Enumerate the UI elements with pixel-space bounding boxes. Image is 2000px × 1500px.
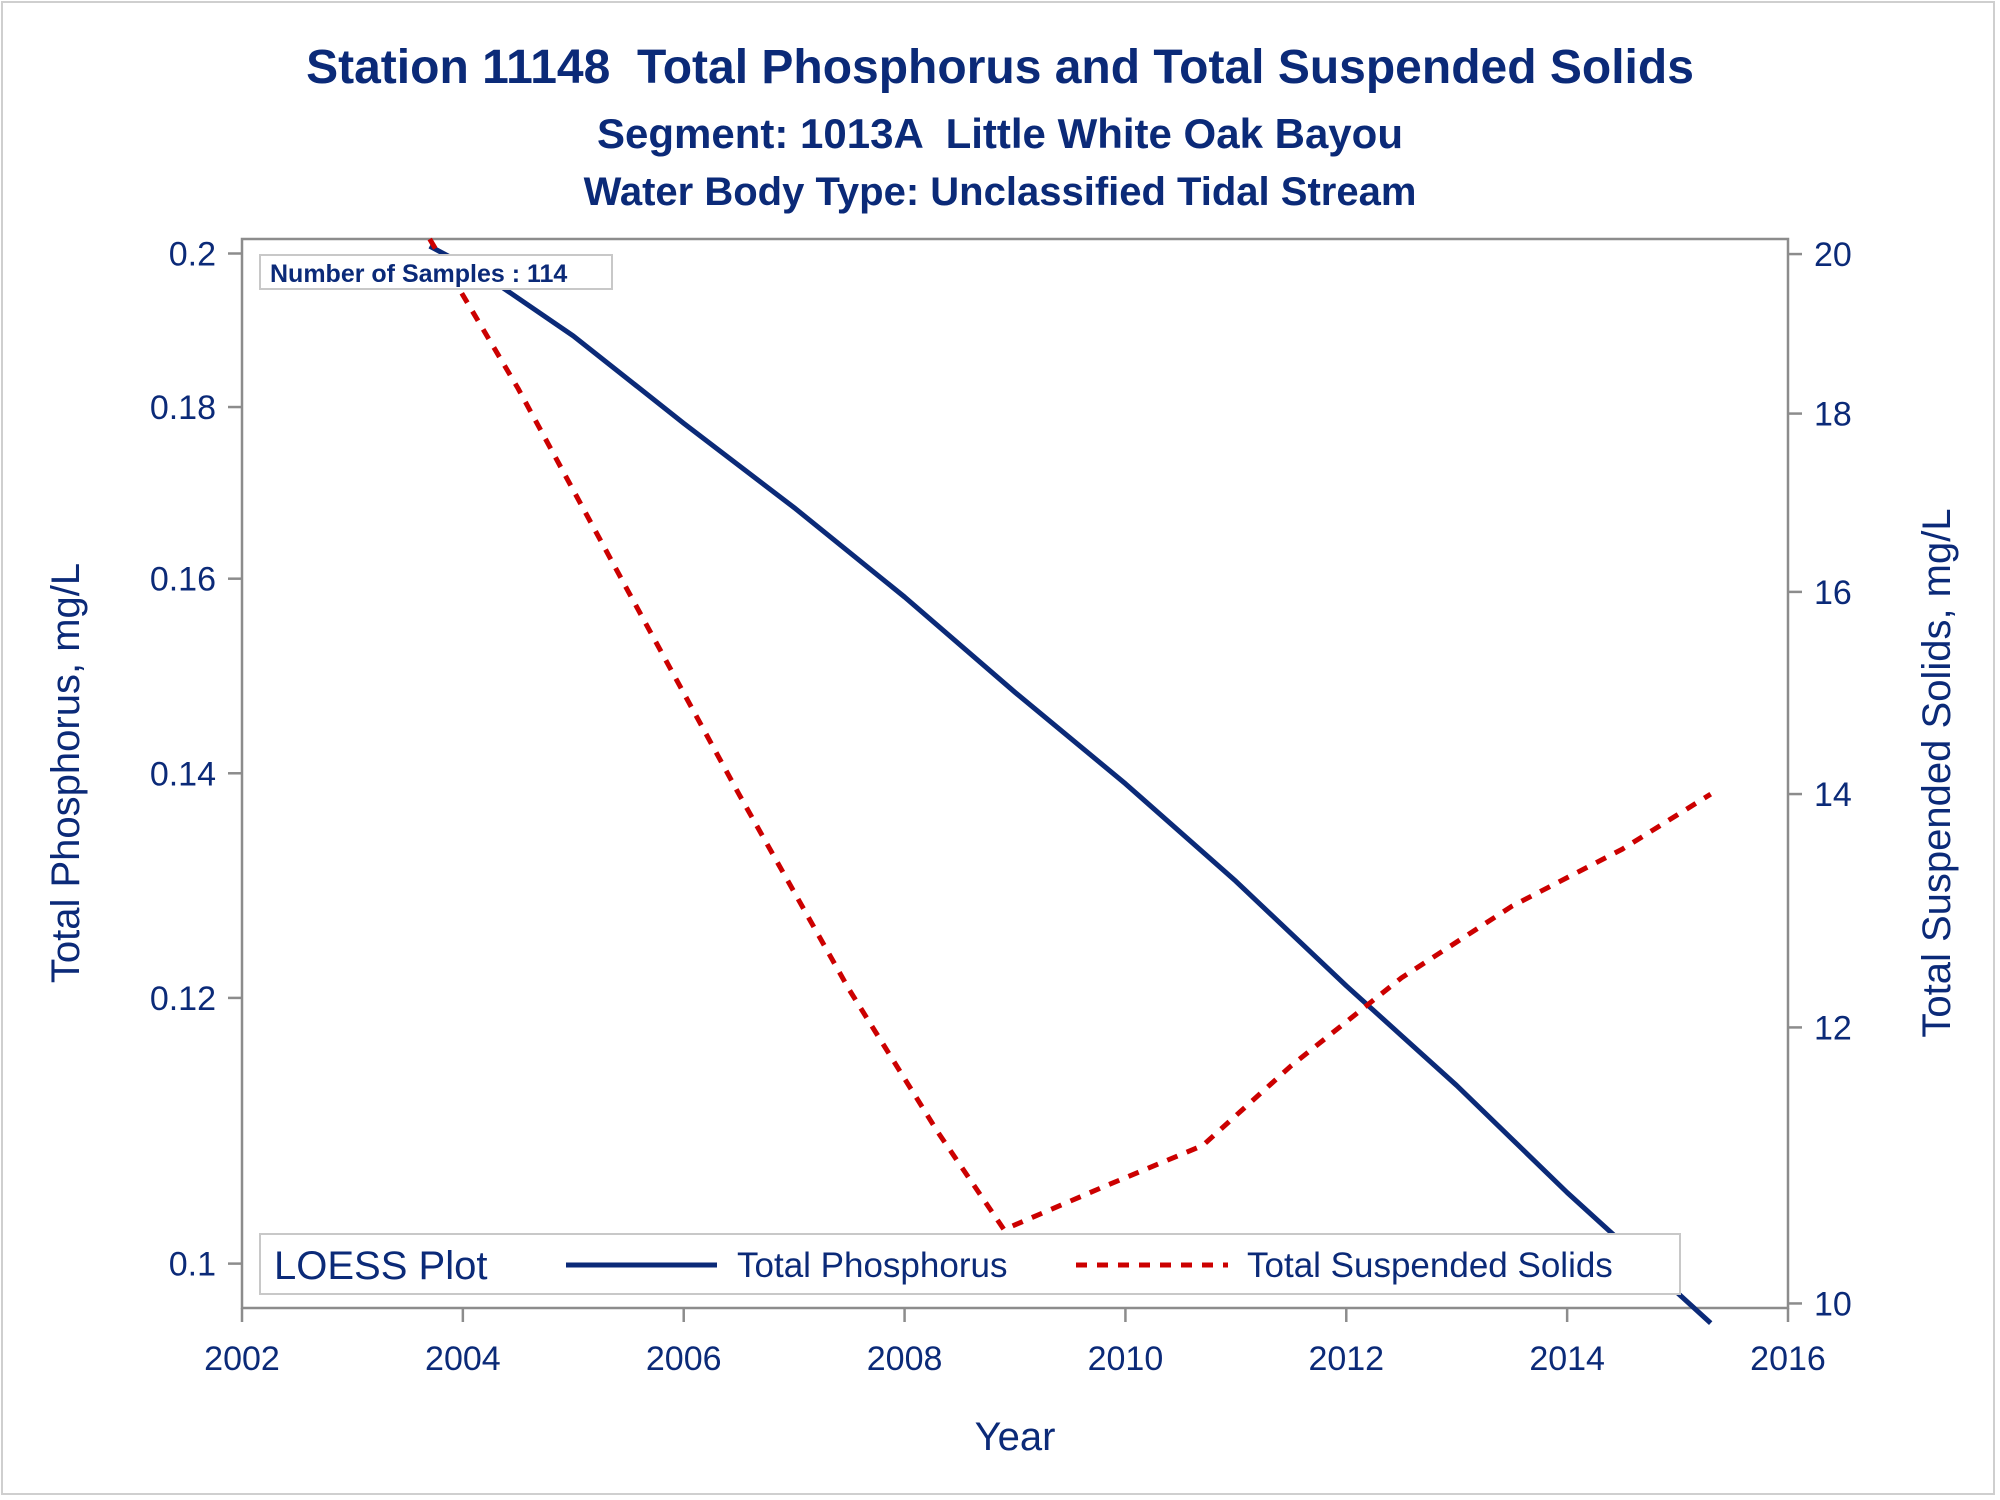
x-tick-label-3: 2008 — [867, 1340, 943, 1378]
x-axis: 2002 2004 2006 2008 2010 2012 2014 2016 — [204, 1308, 1826, 1378]
chart-title: Station 11148 Total Phosphorus and Total… — [306, 41, 1694, 94]
y2-tick-label-5: 20 — [1814, 236, 1852, 274]
legend-label-total-phosphorus: Total Phosphorus — [737, 1246, 1007, 1285]
legend-box — [259, 1233, 1681, 1295]
x-tick-label-0: 2002 — [204, 1340, 280, 1378]
x-tick-label-7: 2016 — [1750, 1340, 1826, 1378]
x-tick-label-4: 2010 — [1088, 1340, 1164, 1378]
series-line-total-phosphorus — [428, 243, 1713, 1325]
legend-title: LOESS Plot — [274, 1244, 487, 1288]
y-axis-label: Total Phosphorus, mg/L — [44, 563, 88, 983]
y2-tick-label-0: 10 — [1814, 1285, 1852, 1323]
x-tick-label-2: 2006 — [646, 1340, 722, 1378]
samples-annotation: Number of Samples : 114 — [270, 260, 567, 288]
chart-subtitle: Segment: 1013A Little White Oak Bayou — [597, 110, 1403, 157]
y-tick-label-3: 0.16 — [150, 561, 216, 599]
inset-box — [259, 254, 613, 290]
samples-inset: Number of Samples : 114 — [259, 254, 613, 290]
y2-tick-label-3: 16 — [1814, 574, 1852, 612]
x-tick-label-5: 2012 — [1308, 1340, 1384, 1378]
y2-axis-label: Total Suspended Solids, mg/L — [1915, 508, 1959, 1037]
x-axis-label: Year — [975, 1415, 1056, 1459]
legend: LOESS Plot Total Phosphorus Total Suspen… — [259, 1233, 1681, 1295]
legend-label-total-suspended-solids: Total Suspended Solids — [1247, 1246, 1613, 1285]
y-tick-label-2: 0.14 — [150, 755, 216, 793]
plot-area — [240, 237, 1790, 1310]
y-tick-label-4: 0.18 — [150, 389, 216, 427]
y2-tick-label-4: 18 — [1814, 396, 1852, 434]
y2-tick-label-2: 14 — [1814, 776, 1852, 814]
y2-tick-label-1: 12 — [1814, 1009, 1852, 1047]
y-tick-label-5: 0.2 — [169, 236, 216, 274]
chart-subtitle-2: Water Body Type: Unclassified Tidal Stre… — [583, 170, 1417, 214]
y-tick-label-0: 0.1 — [169, 1246, 216, 1284]
y-axis-right: 10 12 14 16 18 20 — [1788, 236, 1852, 1323]
x-tick-label-6: 2014 — [1529, 1340, 1605, 1378]
x-tick-label-1: 2004 — [425, 1340, 501, 1378]
y-tick-label-1: 0.12 — [150, 980, 216, 1018]
series-line-total-suspended-solids — [427, 237, 1713, 1233]
y-axis-left: 0.1 0.12 0.14 0.16 0.18 0.2 — [150, 236, 242, 1284]
series-layer — [427, 237, 1713, 1325]
